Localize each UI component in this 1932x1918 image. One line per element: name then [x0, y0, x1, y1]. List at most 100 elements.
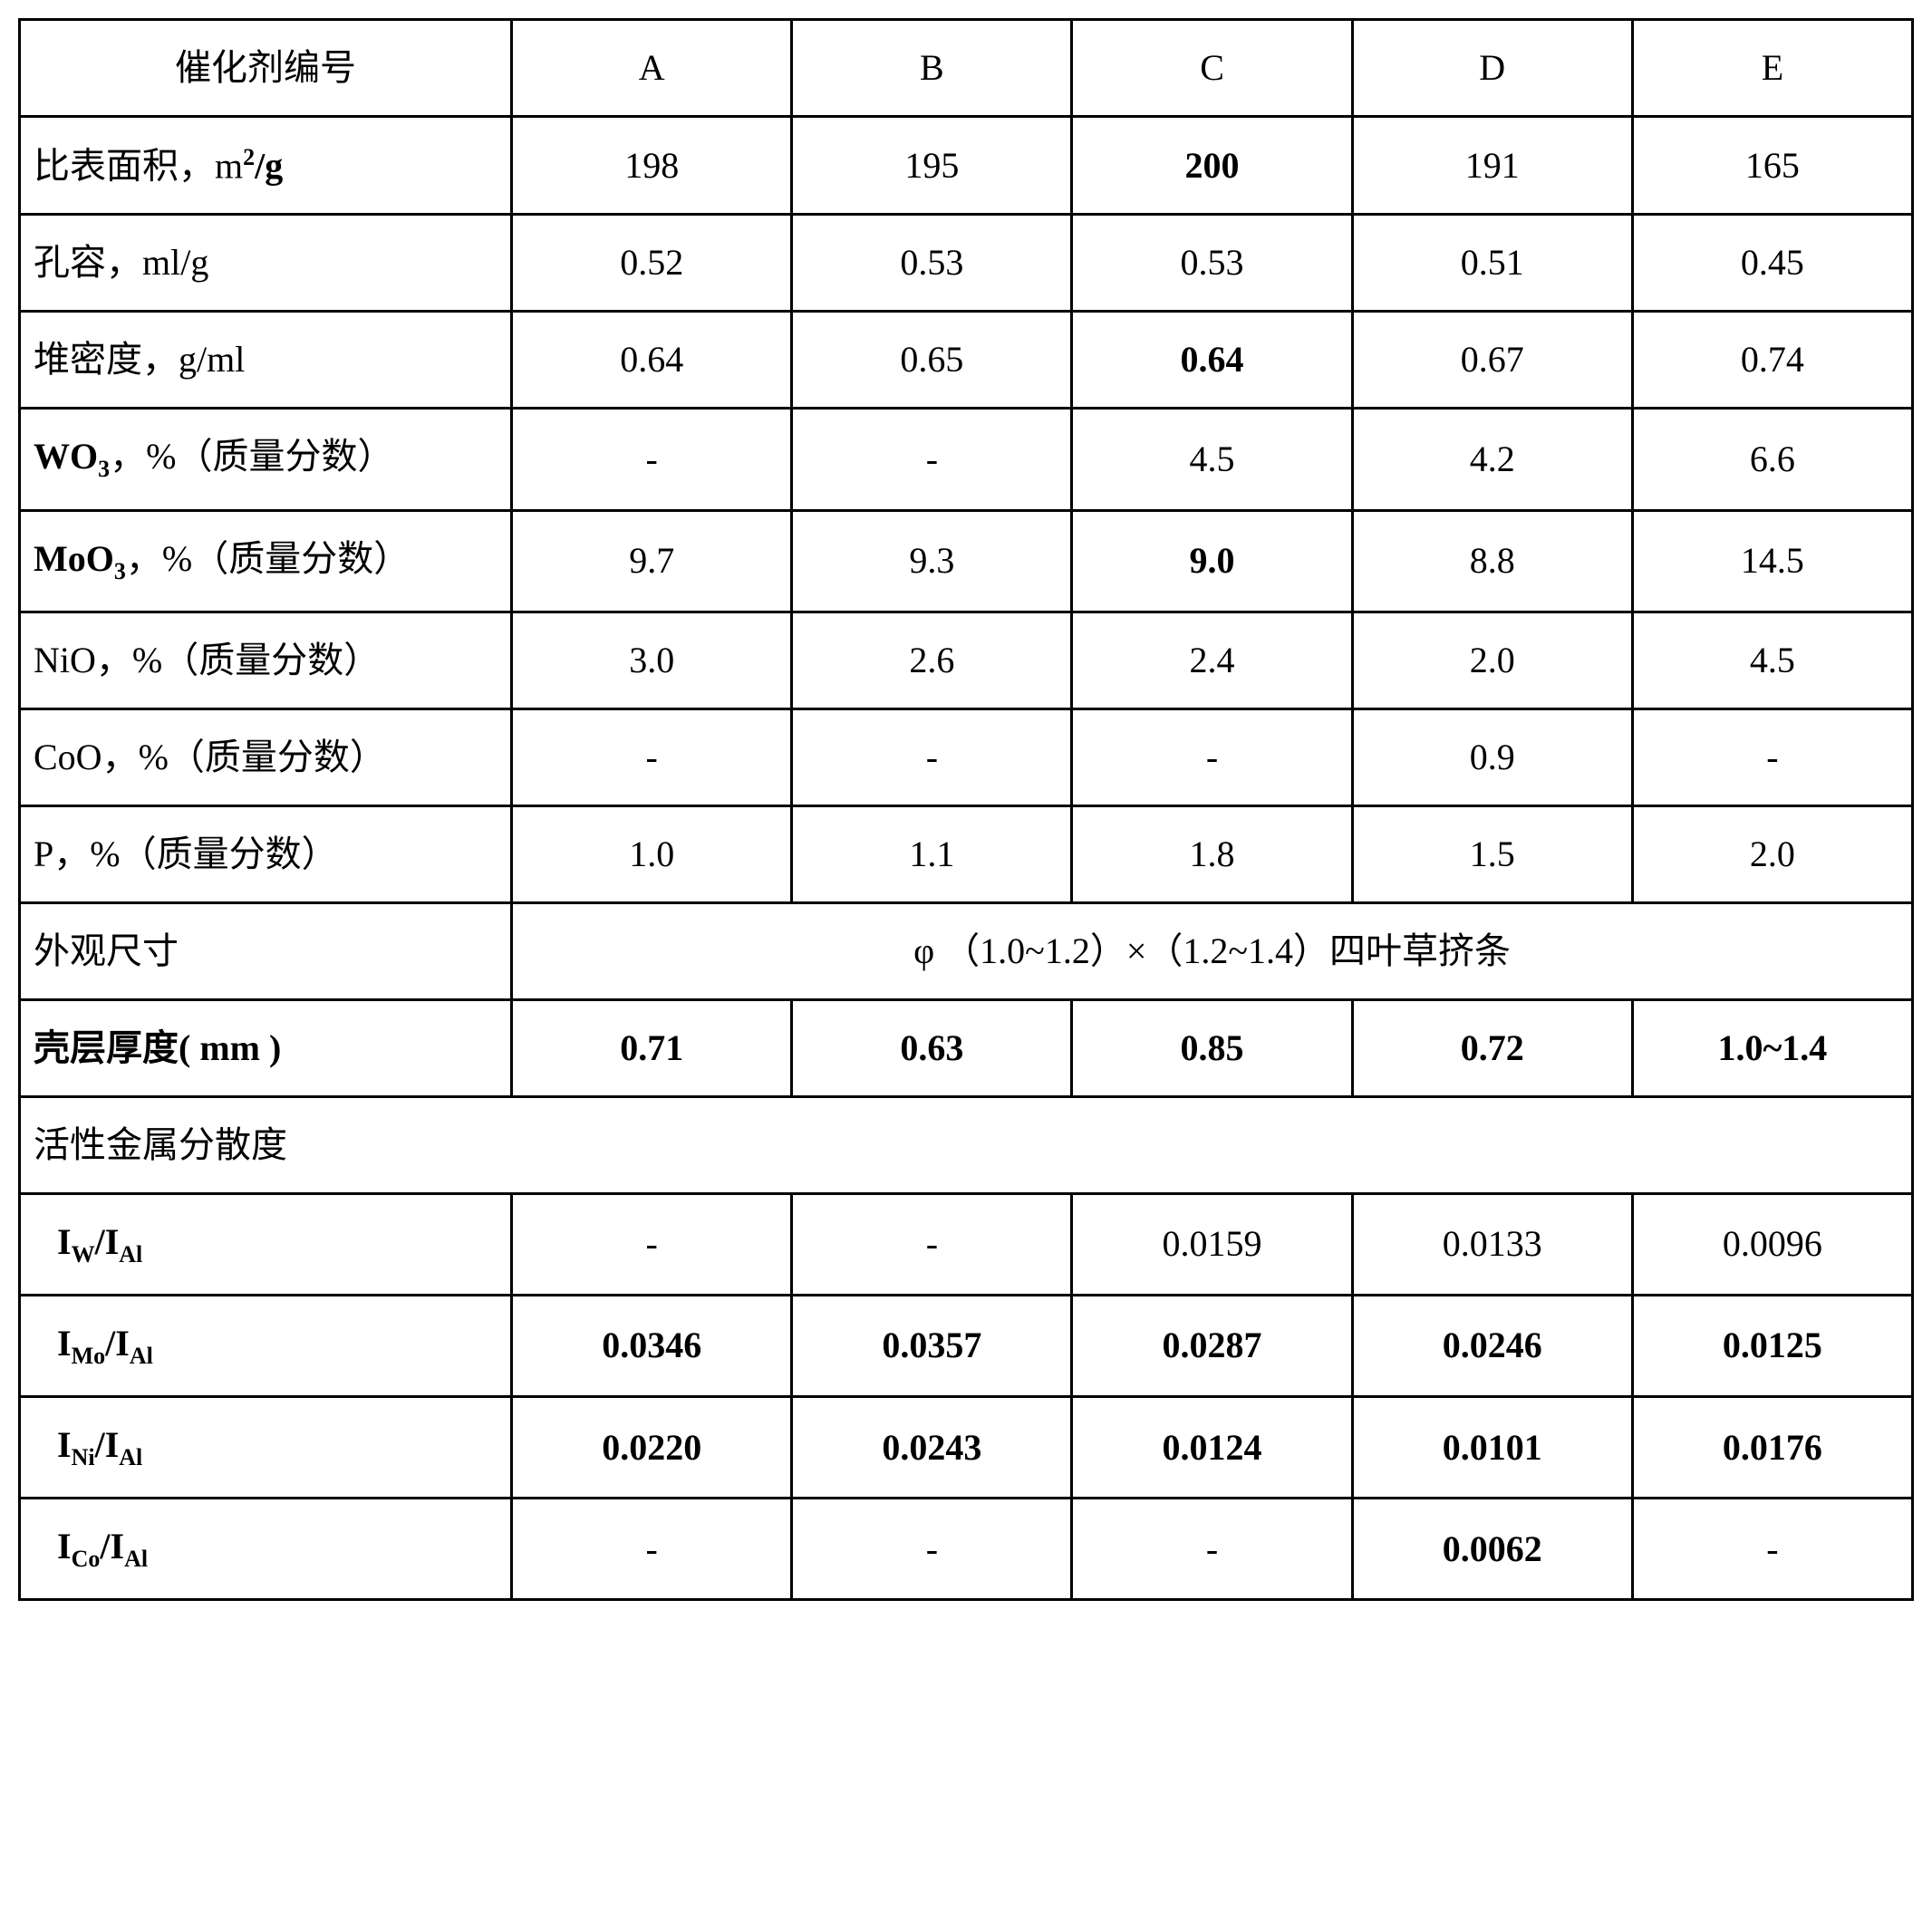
row-imo-ial: IMo/IAl 0.0346 0.0357 0.0287 0.0246 0.01…	[20, 1295, 1913, 1396]
row-ico-ial: ICo/IAl - - - 0.0062 -	[20, 1499, 1913, 1600]
cell: -	[792, 1499, 1072, 1600]
cell: -	[792, 1193, 1072, 1295]
label-bulk-density: 堆密度，g/ml	[20, 312, 512, 409]
cell: 0.51	[1352, 215, 1632, 312]
cell: 9.7	[512, 510, 792, 612]
ratio-bot-pre: I	[105, 1221, 120, 1262]
row-moo3: MoO3，%（质量分数） 9.7 9.3 9.0 8.8 14.5	[20, 510, 1913, 612]
row-wo3: WO3，%（质量分数） - - 4.5 4.2 6.6	[20, 409, 1913, 510]
cell: 6.6	[1632, 409, 1912, 510]
cell: -	[1632, 1499, 1912, 1600]
cell: -	[512, 708, 792, 805]
cell: 191	[1352, 117, 1632, 215]
cell: 2.0	[1632, 805, 1912, 902]
cell: 0.67	[1352, 312, 1632, 409]
ratio-bot-pre: I	[115, 1323, 130, 1364]
ratio-top-sub: W	[72, 1241, 95, 1267]
row-surface-area: 比表面积，m2/g 198 195 200 191 165	[20, 117, 1913, 215]
cell: 4.2	[1352, 409, 1632, 510]
row-shell-thickness: 壳层厚度( mm ) 0.71 0.63 0.85 0.72 1.0~1.4	[20, 999, 1913, 1096]
header-label: 催化剂编号	[20, 20, 512, 117]
header-col-e: E	[1632, 20, 1912, 117]
cell: 9.0	[1072, 510, 1352, 612]
cell: 0.0246	[1352, 1295, 1632, 1396]
cell: 0.63	[792, 999, 1072, 1096]
ratio-top-pre: I	[57, 1323, 72, 1364]
cell: 2.4	[1072, 612, 1352, 708]
row-appearance: 外观尺寸 φ （1.0~1.2）×（1.2~1.4）四叶草挤条	[20, 902, 1913, 999]
row-ini-ial: INi/IAl 0.0220 0.0243 0.0124 0.0101 0.01…	[20, 1397, 1913, 1499]
cell: -	[792, 409, 1072, 510]
cell: 165	[1632, 117, 1912, 215]
cell: 0.0062	[1352, 1499, 1632, 1600]
ratio-bot-pre: I	[105, 1424, 120, 1465]
cell: -	[792, 708, 1072, 805]
ratio-bot-sub: Al	[124, 1546, 148, 1572]
label-shell-thickness: 壳层厚度( mm )	[20, 999, 512, 1096]
cell: 2.6	[792, 612, 1072, 708]
label-coo: CoO，%（质量分数）	[20, 708, 512, 805]
row-dispersion-header: 活性金属分散度	[20, 1096, 1913, 1193]
label-text-post: ，%（质量分数）	[126, 538, 410, 579]
ratio-bot-sub: Al	[119, 1444, 142, 1470]
label-sub: 3	[98, 456, 110, 482]
row-bulk-density: 堆密度，g/ml 0.64 0.65 0.64 0.67 0.74	[20, 312, 1913, 409]
cell: 0.72	[1352, 999, 1632, 1096]
label-imo-ial: IMo/IAl	[20, 1295, 512, 1396]
cell: 0.45	[1632, 215, 1912, 312]
label-wo3: WO3，%（质量分数）	[20, 409, 512, 510]
cell: 0.0133	[1352, 1193, 1632, 1295]
ratio-top-sub: Mo	[72, 1343, 106, 1369]
header-col-d: D	[1352, 20, 1632, 117]
cell: 1.0	[512, 805, 792, 902]
cell: -	[512, 1499, 792, 1600]
cell: 9.3	[792, 510, 1072, 612]
ratio-top-sub: Co	[72, 1546, 101, 1572]
label-sup: 2	[243, 144, 255, 170]
cell: 3.0	[512, 612, 792, 708]
cell: 0.0346	[512, 1295, 792, 1396]
label-nio: NiO，%（质量分数）	[20, 612, 512, 708]
cell: 0.0243	[792, 1397, 1072, 1499]
table-header-row: 催化剂编号 A B C D E	[20, 20, 1913, 117]
ratio-top-sub: Ni	[72, 1444, 95, 1470]
cell: 0.0176	[1632, 1397, 1912, 1499]
cell: 0.0101	[1352, 1397, 1632, 1499]
ratio-bot-sub: Al	[119, 1241, 142, 1267]
cell: 0.53	[1072, 215, 1352, 312]
row-iw-ial: IW/IAl - - 0.0159 0.0133 0.0096	[20, 1193, 1913, 1295]
label-p: P，%（质量分数）	[20, 805, 512, 902]
cell: -	[512, 1193, 792, 1295]
cell: -	[1632, 708, 1912, 805]
cell: 0.9	[1352, 708, 1632, 805]
cell: 0.53	[792, 215, 1072, 312]
cell: 0.0159	[1072, 1193, 1352, 1295]
label-text: MoO	[34, 538, 114, 579]
cell: 0.65	[792, 312, 1072, 409]
label-ini-ial: INi/IAl	[20, 1397, 512, 1499]
cell: 195	[792, 117, 1072, 215]
row-p: P，%（质量分数） 1.0 1.1 1.8 1.5 2.0	[20, 805, 1913, 902]
cell: 14.5	[1632, 510, 1912, 612]
cell: 0.52	[512, 215, 792, 312]
header-col-b: B	[792, 20, 1072, 117]
ratio-bot-pre: I	[110, 1526, 124, 1566]
cell: 4.5	[1632, 612, 1912, 708]
cell: 0.71	[512, 999, 792, 1096]
cell: 198	[512, 117, 792, 215]
label-ico-ial: ICo/IAl	[20, 1499, 512, 1600]
cell: 0.0287	[1072, 1295, 1352, 1396]
header-col-c: C	[1072, 20, 1352, 117]
row-coo: CoO，%（质量分数） - - - 0.9 -	[20, 708, 1913, 805]
ratio-bot-sub: Al	[130, 1343, 153, 1369]
cell: 0.0125	[1632, 1295, 1912, 1396]
cell: -	[512, 409, 792, 510]
cell: 0.85	[1072, 999, 1352, 1096]
ratio-top-pre: I	[57, 1526, 72, 1566]
cell: 0.64	[512, 312, 792, 409]
cell: 0.64	[1072, 312, 1352, 409]
label-surface-area: 比表面积，m2/g	[20, 117, 512, 215]
label-iw-ial: IW/IAl	[20, 1193, 512, 1295]
cell: -	[1072, 1499, 1352, 1600]
cell: 1.5	[1352, 805, 1632, 902]
